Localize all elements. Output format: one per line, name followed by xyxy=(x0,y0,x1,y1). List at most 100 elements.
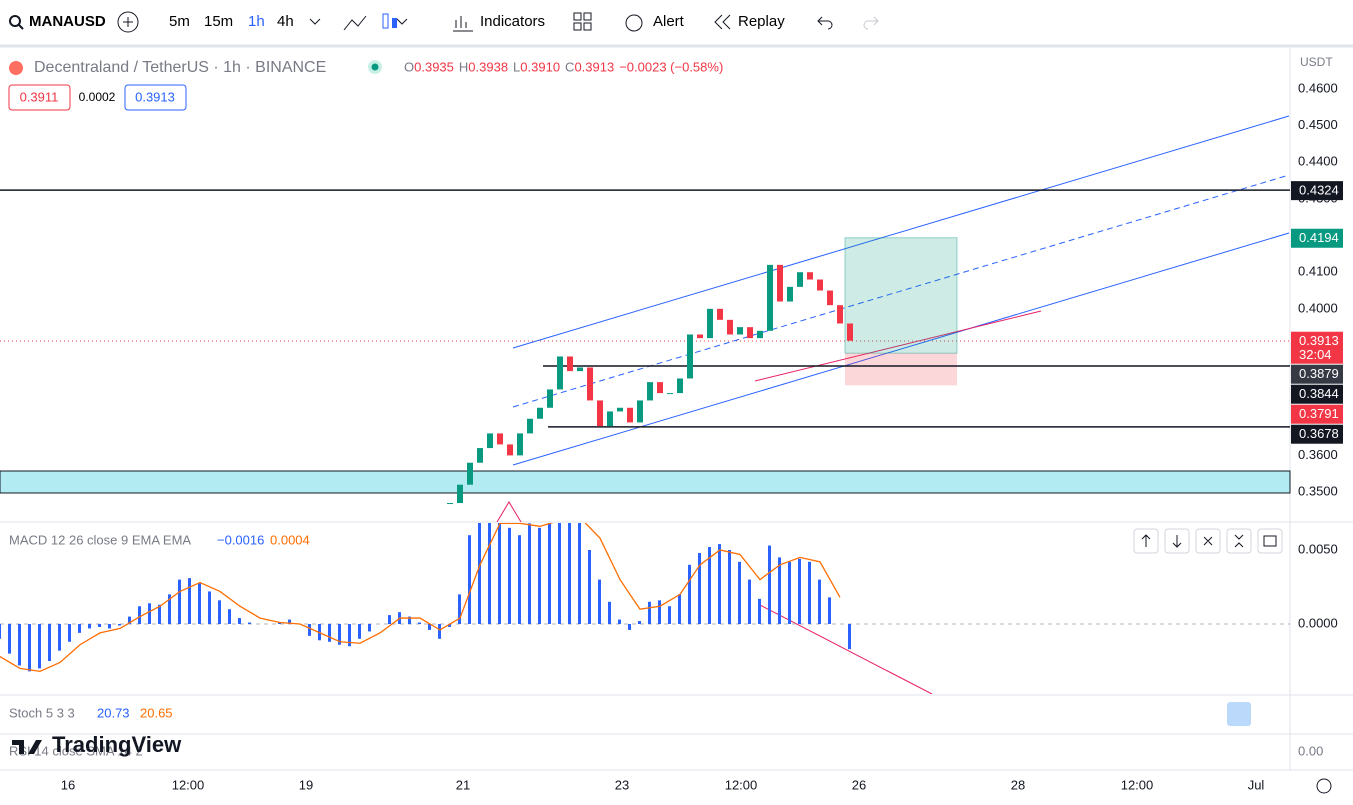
histogram-bar xyxy=(688,564,691,624)
price-label: 0.4324 xyxy=(1299,183,1339,198)
candle xyxy=(687,334,693,379)
price-label: 0.3879 xyxy=(1299,366,1339,381)
candle xyxy=(757,330,763,339)
candle xyxy=(847,323,853,341)
interval[interactable]: 15m xyxy=(204,13,233,30)
interval[interactable]: 1h xyxy=(248,13,265,30)
y-tick-label: 0.4600 xyxy=(1298,80,1338,95)
candle xyxy=(677,378,683,394)
stoch-d: 20.65 xyxy=(140,705,173,720)
candle xyxy=(707,308,713,339)
candle xyxy=(607,411,613,427)
x-tick-label: 26 xyxy=(852,777,866,792)
histogram-bar xyxy=(618,619,621,624)
candle xyxy=(497,433,503,445)
histogram-bar xyxy=(188,578,191,624)
histogram-bar xyxy=(148,603,151,624)
ohlc-value: 0.3938 xyxy=(468,59,508,74)
histogram-bar xyxy=(438,624,441,639)
histogram-bar xyxy=(658,600,661,624)
histogram-bar xyxy=(238,618,241,624)
price-label: 0.4194 xyxy=(1299,230,1339,245)
histogram-bar xyxy=(48,624,51,661)
price-label-box xyxy=(1291,404,1343,424)
x-tick-label: 19 xyxy=(299,777,313,792)
histogram-bar xyxy=(8,624,11,654)
currency[interactable]: USDT xyxy=(1300,55,1333,69)
histogram-bar xyxy=(38,624,41,669)
ohlc-key: L xyxy=(513,59,520,74)
price-label-box xyxy=(1291,424,1343,444)
candle xyxy=(627,407,633,423)
countdown: 32:04 xyxy=(1299,347,1332,362)
symbol[interactable]: MANAUSD xyxy=(29,13,106,30)
price-label-box xyxy=(1291,181,1343,201)
histogram-bar xyxy=(488,523,491,624)
x-tick-label: 12:00 xyxy=(172,777,205,792)
candle xyxy=(807,272,813,280)
candle xyxy=(587,367,593,401)
interval[interactable]: 5m xyxy=(169,13,190,30)
price-label-box xyxy=(1291,228,1343,248)
histogram-bar xyxy=(668,606,671,624)
ohlc-key: C xyxy=(565,59,574,74)
bid[interactable]: 0.3911 xyxy=(20,89,59,104)
histogram-bar xyxy=(58,624,61,651)
histogram-bar xyxy=(558,523,561,624)
x-tick-label: 12:00 xyxy=(725,777,758,792)
price-label: 0.3913 xyxy=(1299,333,1339,348)
candle xyxy=(657,382,663,394)
candle xyxy=(467,462,473,485)
interval[interactable]: 4h xyxy=(277,13,294,30)
x-tick-label: 16 xyxy=(61,777,75,792)
candle xyxy=(787,286,793,302)
histogram-bar xyxy=(548,523,551,624)
histogram-bar xyxy=(138,606,141,624)
stoch-k: 20.73 xyxy=(97,705,130,720)
candle xyxy=(447,503,453,505)
replay-button[interactable]: Replay xyxy=(738,13,785,30)
histogram-bar xyxy=(458,594,461,624)
histogram-bar xyxy=(328,624,331,642)
macd-pane xyxy=(0,523,1290,694)
candle xyxy=(837,305,843,324)
histogram-bar xyxy=(708,547,711,624)
x-tick-label: 12:00 xyxy=(1121,777,1154,792)
candle xyxy=(557,356,563,390)
alert-button[interactable]: Alert xyxy=(653,13,685,30)
candle xyxy=(637,400,643,423)
histogram-bar xyxy=(848,624,851,650)
indicators-button[interactable]: Indicators xyxy=(480,13,545,30)
price-label-box xyxy=(1291,331,1343,364)
price-label: 0.3678 xyxy=(1299,426,1339,441)
histogram-bar xyxy=(208,591,211,624)
candle xyxy=(797,272,803,287)
stoch-label: Stoch 5 3 3 xyxy=(9,705,75,720)
histogram-bar xyxy=(758,598,761,624)
histogram-bar xyxy=(798,558,801,624)
x-tick-label: Jul xyxy=(1248,777,1265,792)
histogram-bar xyxy=(158,604,161,624)
histogram-bar xyxy=(828,597,831,624)
take-profit-zone xyxy=(844,237,958,354)
ask[interactable]: 0.3913 xyxy=(135,89,175,104)
histogram-bar xyxy=(748,579,751,624)
candle xyxy=(537,407,543,419)
candle xyxy=(527,418,533,434)
zone xyxy=(0,470,1291,494)
candle xyxy=(667,393,673,395)
histogram-bar xyxy=(808,561,811,624)
histogram-bar xyxy=(408,616,411,624)
candle xyxy=(457,484,463,504)
histogram-bar xyxy=(338,624,341,645)
histogram-bar xyxy=(718,544,721,624)
histogram-bar xyxy=(728,550,731,624)
histogram-bar xyxy=(228,609,231,624)
histogram-bar xyxy=(538,527,541,624)
histogram-bar xyxy=(68,624,71,642)
macd-value: −0.0016 xyxy=(217,532,264,547)
ohlc-value: 0.3910 xyxy=(520,59,560,74)
candle xyxy=(547,389,553,408)
